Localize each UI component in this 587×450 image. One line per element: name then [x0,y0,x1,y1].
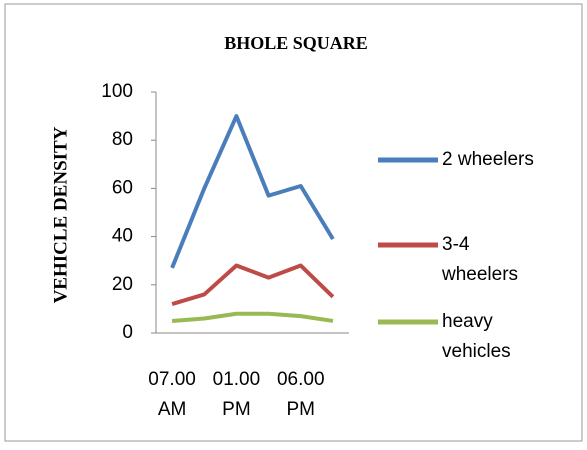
series-line [171,263,335,306]
series-line [170,114,335,269]
y-axis-label: VEHICLE DENSITY [50,126,71,303]
y-tick-label: 0 [122,322,133,343]
x-tick-label: 06.00 PM [277,369,325,420]
chart-title: BHOLE SQUARE [224,33,368,53]
series-line [171,311,334,323]
legend-label: 3-4 wheelers [441,234,518,285]
y-tick-label: 40 [112,226,133,247]
y-tick-label: 100 [101,81,133,102]
legend-label: 2 wheelers [442,149,534,170]
x-tick-label: 07.00 AM [148,369,196,420]
legend-label: heavy vehicles [442,311,511,362]
chart-frame [4,3,583,442]
x-tick-label: 01.00 PM [213,369,261,420]
y-tick-label: 80 [112,129,133,150]
y-tick-label: 20 [112,274,133,295]
y-tick-label: 60 [112,177,133,198]
